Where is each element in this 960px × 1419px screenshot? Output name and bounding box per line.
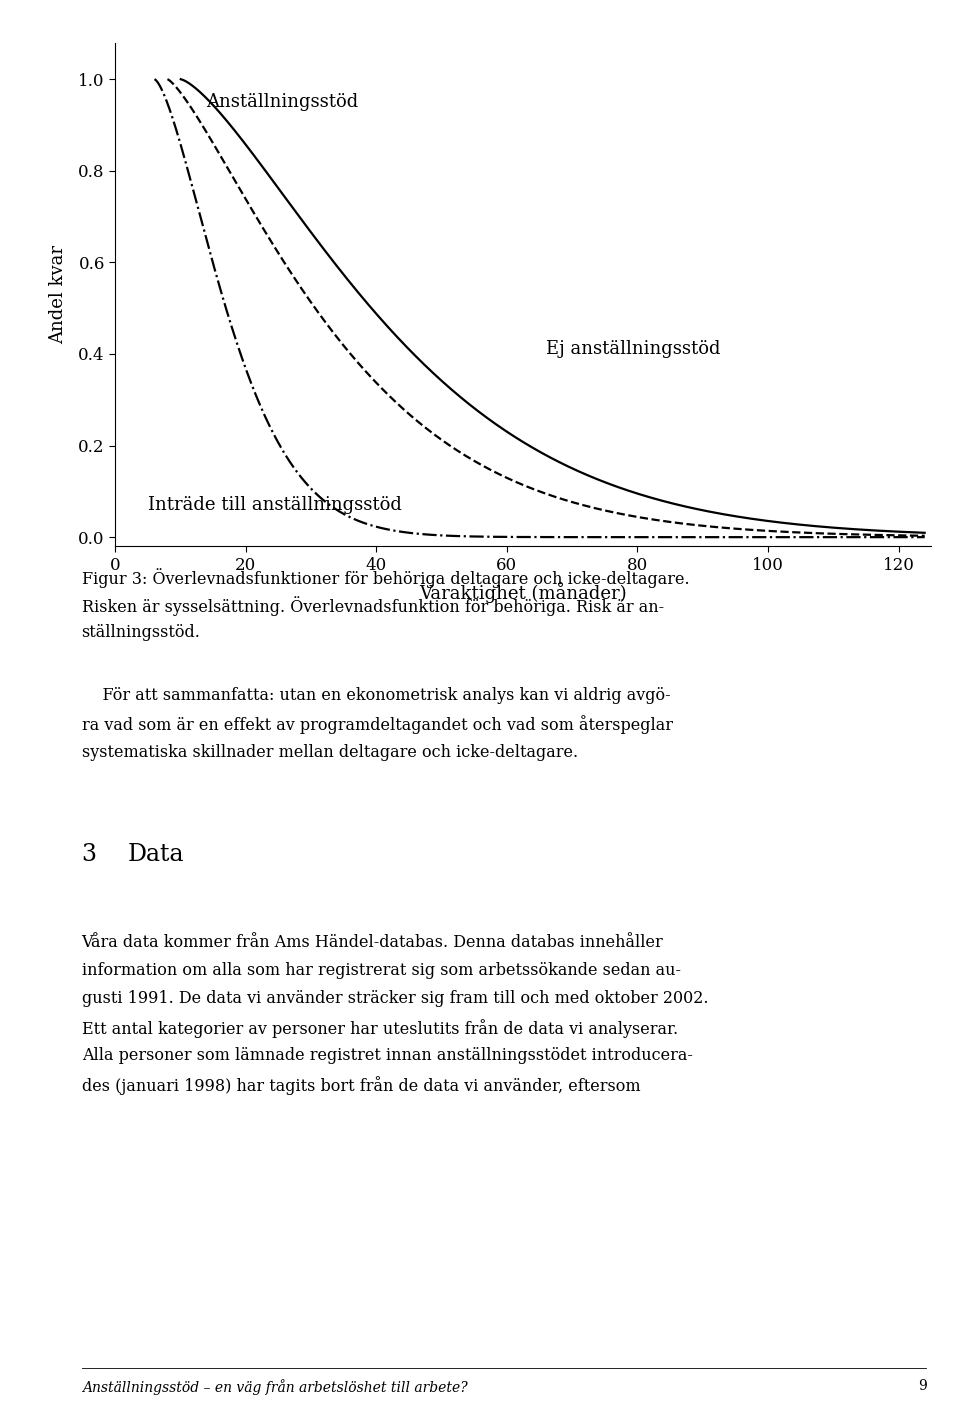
Y-axis label: Andel kvar: Andel kvar: [49, 245, 67, 343]
Text: 9: 9: [918, 1379, 926, 1393]
Text: Data: Data: [128, 843, 184, 866]
Text: gusti 1991. De data vi använder sträcker sig fram till och med oktober 2002.: gusti 1991. De data vi använder sträcker…: [82, 990, 708, 1007]
Text: 3: 3: [82, 843, 97, 866]
Text: För att sammanfatta: utan en ekonometrisk analys kan vi aldrig avgö-: För att sammanfatta: utan en ekonometris…: [82, 687, 670, 704]
Text: Figur 3: Överlevnadsfunktioner för behöriga deltagare och icke-deltagare.: Figur 3: Överlevnadsfunktioner för behör…: [82, 568, 689, 587]
Text: Inträde till anställningsstöd: Inträde till anställningsstöd: [148, 497, 401, 514]
Text: ra vad som är en effekt av programdeltagandet och vad som återspeglar: ra vad som är en effekt av programdeltag…: [82, 715, 673, 734]
Text: Anställningsstöd: Anställningsstöd: [206, 94, 359, 111]
Text: des (januari 1998) har tagits bort från de data vi använder, eftersom: des (januari 1998) har tagits bort från …: [82, 1076, 640, 1094]
Text: ställningsstöd.: ställningsstöd.: [82, 624, 201, 641]
Text: Alla personer som lämnade registret innan anställningsstödet introducera-: Alla personer som lämnade registret inna…: [82, 1047, 692, 1064]
Text: Ett antal kategorier av personer har uteslutits från de data vi analyserar.: Ett antal kategorier av personer har ute…: [82, 1019, 678, 1037]
Text: Våra data kommer från Ams Händel-databas. Denna databas innehåller: Våra data kommer från Ams Händel-databas…: [82, 934, 663, 951]
Text: Ej anställningsstöd: Ej anställningsstöd: [546, 341, 721, 358]
Text: Anställningsstöd – en väg från arbetslöshet till arbete?: Anställningsstöd – en väg från arbetslös…: [82, 1379, 468, 1395]
Text: information om alla som har registrerat sig som arbetssökande sedan au-: information om alla som har registrerat …: [82, 962, 681, 979]
Text: Risken är sysselsättning. Överlevnadsfunktion för behöriga. Risk är an-: Risken är sysselsättning. Överlevnadsfun…: [82, 596, 663, 616]
X-axis label: Varaktighet (månader): Varaktighet (månader): [420, 582, 627, 603]
Text: systematiska skillnader mellan deltagare och icke-deltagare.: systematiska skillnader mellan deltagare…: [82, 744, 578, 761]
